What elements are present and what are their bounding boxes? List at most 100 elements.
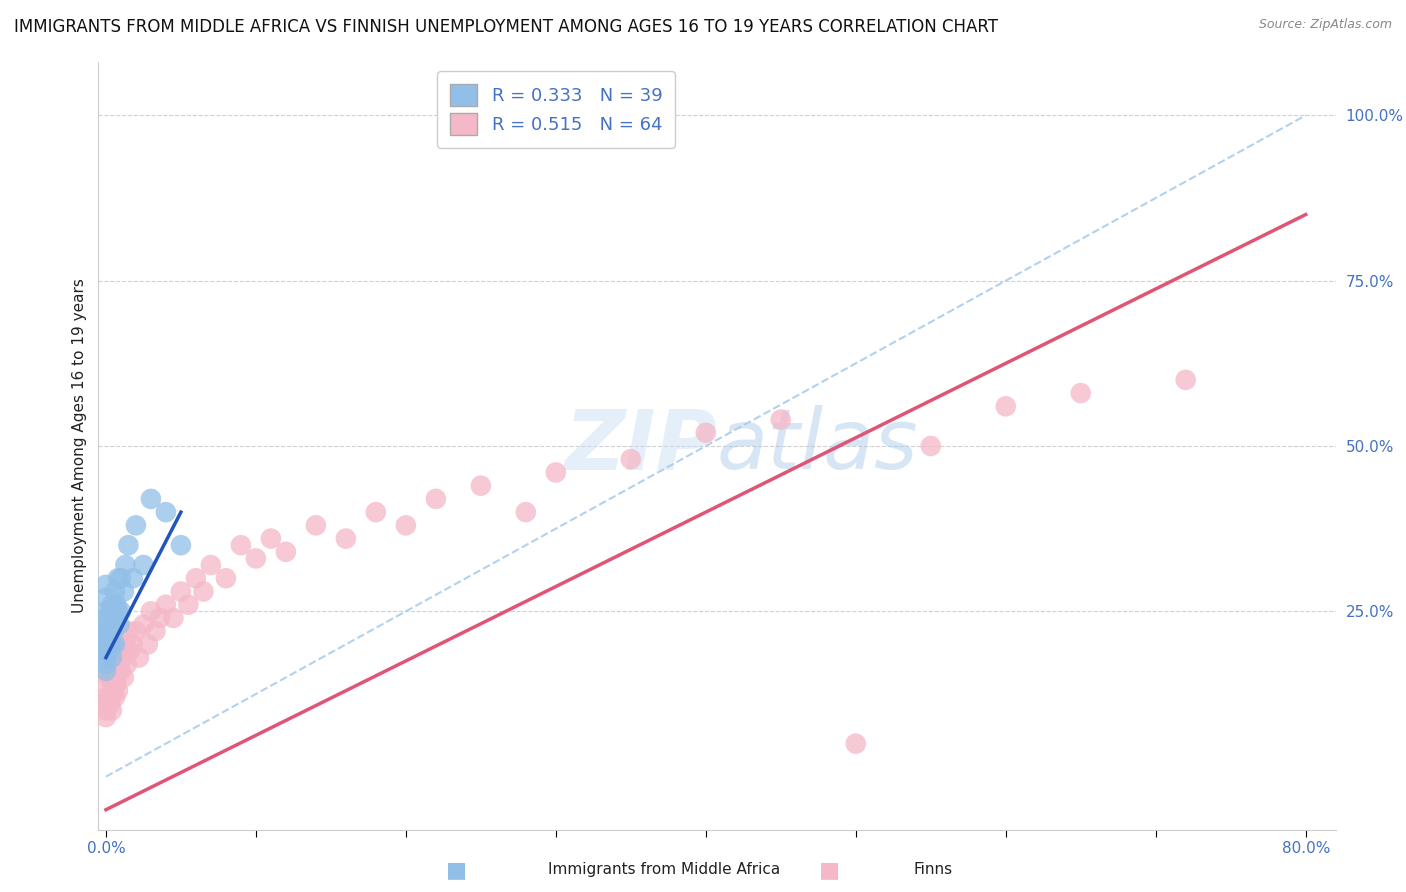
Point bbox=[139, 604, 162, 618]
Point bbox=[170, 538, 193, 552]
Point bbox=[94, 624, 117, 639]
Point bbox=[104, 584, 127, 599]
Point bbox=[94, 677, 117, 691]
Point bbox=[229, 538, 252, 552]
Point bbox=[115, 657, 138, 672]
Point bbox=[620, 452, 643, 467]
Text: ■: ■ bbox=[447, 860, 467, 880]
Point bbox=[193, 584, 215, 599]
Point bbox=[110, 637, 132, 651]
Point bbox=[155, 505, 177, 519]
Point bbox=[845, 737, 868, 751]
Point bbox=[104, 637, 127, 651]
Text: atlas: atlas bbox=[717, 406, 918, 486]
Point bbox=[94, 604, 117, 618]
Point bbox=[112, 670, 135, 684]
Point bbox=[122, 571, 145, 585]
Point bbox=[260, 532, 283, 546]
Point bbox=[94, 611, 117, 625]
Point bbox=[100, 664, 122, 678]
Text: Source: ZipAtlas.com: Source: ZipAtlas.com bbox=[1258, 18, 1392, 31]
Point bbox=[425, 491, 447, 506]
Point bbox=[177, 598, 200, 612]
Point bbox=[184, 571, 207, 585]
Point bbox=[94, 631, 117, 645]
Point bbox=[100, 604, 122, 618]
Point bbox=[94, 650, 117, 665]
Legend: R = 0.333   N = 39, R = 0.515   N = 64: R = 0.333 N = 39, R = 0.515 N = 64 bbox=[437, 71, 675, 148]
Point bbox=[1070, 386, 1092, 401]
Point bbox=[94, 591, 117, 606]
Point bbox=[125, 518, 148, 533]
Point bbox=[128, 650, 150, 665]
Point bbox=[94, 578, 117, 592]
Point bbox=[105, 677, 128, 691]
Point bbox=[97, 624, 120, 639]
Point bbox=[103, 611, 125, 625]
Point bbox=[105, 598, 128, 612]
Point bbox=[117, 624, 139, 639]
Point bbox=[94, 710, 117, 724]
Point bbox=[107, 604, 129, 618]
Point bbox=[117, 538, 139, 552]
Point bbox=[274, 545, 297, 559]
Point bbox=[101, 598, 124, 612]
Point bbox=[145, 624, 167, 639]
Point bbox=[97, 670, 120, 684]
Point bbox=[125, 624, 148, 639]
Text: ZIP: ZIP bbox=[564, 406, 717, 486]
Point bbox=[162, 611, 184, 625]
Point bbox=[200, 558, 222, 572]
Point bbox=[994, 400, 1017, 414]
Point bbox=[110, 664, 132, 678]
Point bbox=[104, 690, 127, 705]
Point bbox=[139, 491, 162, 506]
Point bbox=[155, 598, 177, 612]
Point bbox=[769, 412, 792, 426]
Point bbox=[94, 657, 117, 672]
Point bbox=[104, 664, 127, 678]
Point bbox=[94, 637, 117, 651]
Point bbox=[215, 571, 238, 585]
Point bbox=[395, 518, 418, 533]
Point bbox=[110, 571, 132, 585]
Point bbox=[94, 664, 117, 678]
Text: IMMIGRANTS FROM MIDDLE AFRICA VS FINNISH UNEMPLOYMENT AMONG AGES 16 TO 19 YEARS : IMMIGRANTS FROM MIDDLE AFRICA VS FINNISH… bbox=[14, 18, 998, 36]
Text: Finns: Finns bbox=[914, 863, 953, 877]
Point bbox=[245, 551, 267, 566]
Point bbox=[112, 584, 135, 599]
Point bbox=[544, 466, 567, 480]
Point bbox=[136, 637, 159, 651]
Point bbox=[94, 644, 117, 658]
Point bbox=[118, 644, 141, 658]
Point bbox=[107, 571, 129, 585]
Point bbox=[1174, 373, 1197, 387]
Point bbox=[335, 532, 357, 546]
Text: ■: ■ bbox=[820, 860, 839, 880]
Point bbox=[364, 505, 387, 519]
Point bbox=[114, 558, 136, 572]
Point bbox=[97, 644, 120, 658]
Point bbox=[100, 697, 122, 711]
Point bbox=[132, 617, 155, 632]
Point bbox=[107, 683, 129, 698]
Point bbox=[101, 650, 124, 665]
Point bbox=[94, 690, 117, 705]
Point bbox=[94, 697, 117, 711]
Point bbox=[97, 637, 120, 651]
Point bbox=[170, 584, 193, 599]
Point bbox=[101, 637, 124, 651]
Point bbox=[920, 439, 942, 453]
Point bbox=[97, 690, 120, 705]
Point bbox=[107, 650, 129, 665]
Text: Immigrants from Middle Africa: Immigrants from Middle Africa bbox=[548, 863, 780, 877]
Point bbox=[101, 677, 124, 691]
Point bbox=[305, 518, 328, 533]
Point bbox=[94, 704, 117, 718]
Point bbox=[111, 650, 134, 665]
Y-axis label: Unemployment Among Ages 16 to 19 years: Unemployment Among Ages 16 to 19 years bbox=[72, 278, 87, 614]
Point bbox=[105, 670, 128, 684]
Point bbox=[103, 650, 125, 665]
Point bbox=[132, 558, 155, 572]
Point bbox=[108, 617, 131, 632]
